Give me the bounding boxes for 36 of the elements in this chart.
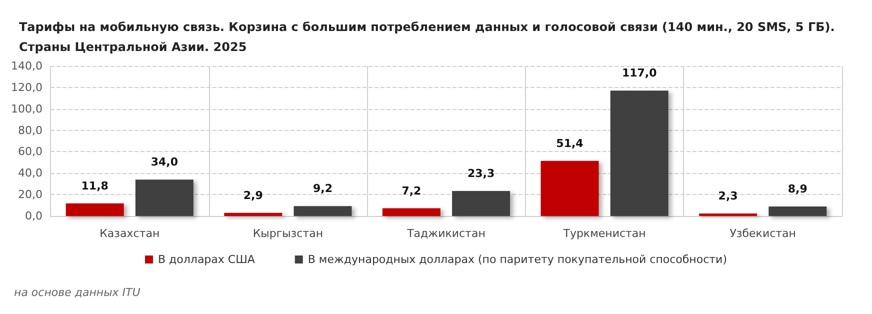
data-label: 7,2 (402, 184, 422, 198)
y-tick-label: 0,0 (24, 210, 42, 222)
bar (224, 212, 282, 216)
x-tick-label: Казахстан (100, 227, 160, 240)
y-tick-label: 80,0 (18, 124, 42, 137)
chart-title: Тарифы на мобильную связь. Корзина с большим потреблением данных и голосовой связи (140 мин., 20 SMS, 5 ГБ). Страны Центральной Азии. 2025 (19, 20, 835, 54)
y-tick-label: 20,0 (18, 188, 42, 202)
y-tick-label: 120,0 (10, 80, 42, 94)
data-label: 117,0 (622, 66, 658, 80)
bar (382, 208, 440, 216)
bar (294, 206, 352, 216)
bar (452, 191, 510, 216)
bar (610, 90, 668, 216)
data-label: 2,9 (243, 188, 263, 202)
x-tick-label: Кыргызстан (252, 227, 324, 240)
bar (135, 180, 194, 216)
legend-label: В международных долларах (по паритету покупательной способности) (308, 253, 728, 266)
y-tick-label: 60,0 (18, 145, 42, 158)
x-tick-label: Таджикистан (406, 227, 486, 240)
y-tick-label: 140,0 (10, 60, 42, 72)
y-tick-label: 40,0 (18, 166, 42, 180)
x-tick-label: Туркменистан (562, 227, 646, 240)
text: на основе данных ITU (14, 286, 140, 299)
bar (66, 203, 124, 216)
data-label: 9,2 (312, 182, 332, 196)
data-label: 2,3 (718, 190, 738, 203)
bar (768, 206, 827, 216)
data-label: 51,4 (556, 136, 584, 150)
data-label: 34,0 (150, 156, 178, 169)
data-label: 8,9 (788, 182, 808, 196)
x-tick-label: Узбекистан (730, 227, 796, 240)
y-tick-label: 100,0 (10, 102, 42, 116)
legend-label: В долларах США (158, 253, 256, 266)
bar (540, 160, 599, 216)
data-label: 11,8 (81, 179, 108, 192)
data-label: 23,3 (467, 167, 495, 180)
